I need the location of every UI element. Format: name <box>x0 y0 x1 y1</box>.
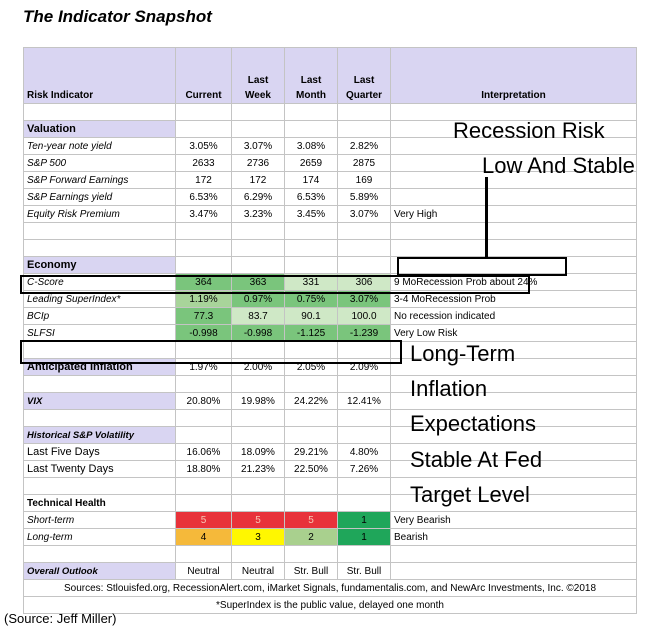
table-row: S&P Forward Earnings 172 172 174 169 <box>23 171 637 189</box>
table-row: Equity Risk Premium 3.47% 3.23% 3.45% 3.07% V… <box>23 205 637 223</box>
footer-sources: Sources: Stlouisfed.org, RecessionAlert.… <box>23 579 637 597</box>
annotation-recession-1: Recession Risk <box>453 118 605 143</box>
header-last-quarter: Last Quarter <box>337 47 391 104</box>
indicator-table: Risk Indicator Current Last Week Last Mont… <box>23 47 637 614</box>
table-row: Long-term 4 3 2 1 Bearish <box>23 528 637 546</box>
source-note: (Source: Jeff Miller) <box>4 611 117 626</box>
annotation-inflation-1: Long-Term <box>410 341 516 366</box>
table-row: BCIp 77.3 83.7 90.1 100.0 No recession indica… <box>23 307 637 325</box>
connector-line <box>485 177 488 259</box>
highlight-cscore-interp <box>397 257 567 276</box>
annotation-inflation-2: Inflation <box>410 376 488 401</box>
annotation-recession-2: Low And Stable <box>482 153 635 178</box>
annotation-inflation-4: Stable At Fed <box>410 447 543 472</box>
footer-note: *SuperIndex is the public value, delayed… <box>23 596 637 614</box>
section-economy: Economy <box>23 256 637 274</box>
table-row: Ten-year note yield 3.05% 3.07% 3.08% 2.82% <box>23 137 637 155</box>
vix-row: VIX 20.80% 19.98% 24.22% 12.41% <box>23 392 637 410</box>
section-technical-health: Technical Health <box>23 494 637 512</box>
annotation-inflation-3: Expectations <box>410 411 536 436</box>
table-row: Last Twenty Days 18.80% 21.23% 22.50% 7.26% <box>23 460 637 478</box>
section-historical-volatility: Historical S&P Volatility <box>23 426 637 444</box>
annotation-inflation-5: Target Level <box>410 482 530 507</box>
table-row: S&P Earnings yield 6.53% 6.29% 6.53% 5.89% <box>23 188 637 206</box>
overall-outlook-row: Overall Outlook Neutral Neutral Str. Bull St… <box>23 562 637 580</box>
page-title: The Indicator Snapshot <box>23 7 212 26</box>
highlight-superindex-row <box>20 275 530 294</box>
table-row: Short-term 5 5 5 1 Very Bearish <box>23 511 637 529</box>
header-current: Current <box>175 47 232 104</box>
header-interpretation: Interpretation <box>390 47 637 104</box>
table-row: Last Five Days 16.06% 18.09% 29.21% 4.80% <box>23 443 637 461</box>
header-row: Risk Indicator Current Last Week Last Mont… <box>23 47 637 104</box>
header-last-month: Last Month <box>284 47 338 104</box>
header-last-week: Last Week <box>231 47 285 104</box>
header-risk-indicator: Risk Indicator <box>23 47 176 104</box>
highlight-inflation-row <box>20 340 402 364</box>
table-row: SLFSI -0.998 -0.998 -1.125 -1.239 Very Low Ri… <box>23 324 637 342</box>
